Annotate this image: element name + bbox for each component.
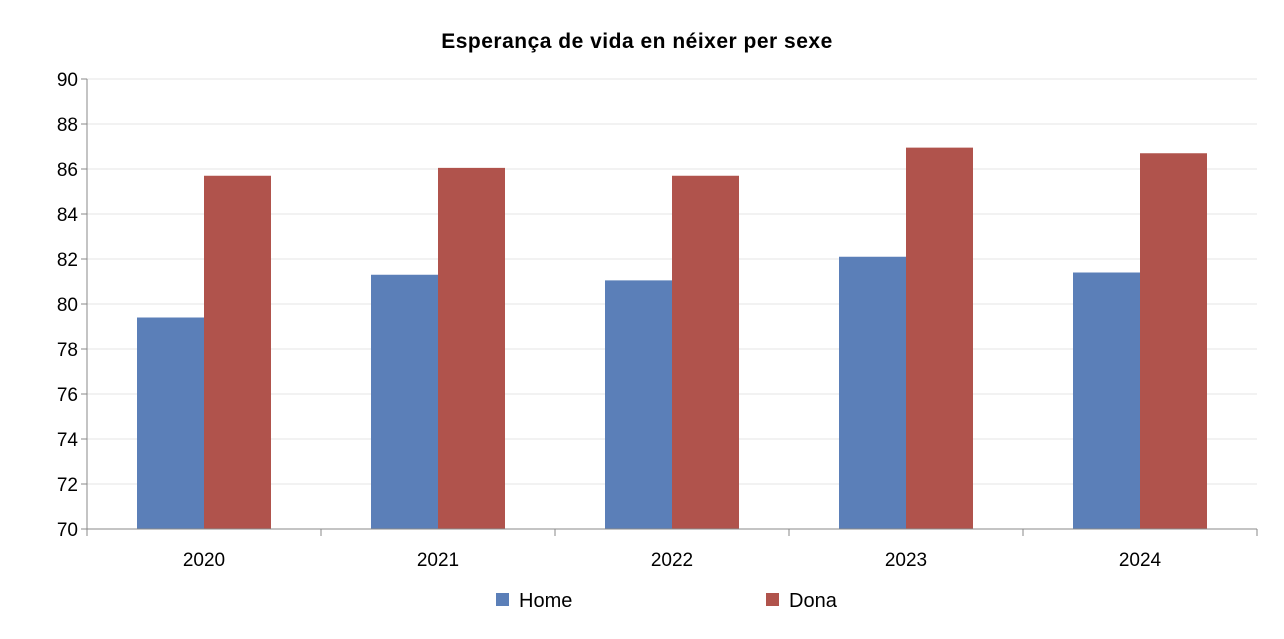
y-tick-label: 76: [57, 385, 78, 406]
y-tick-label: 90: [57, 70, 78, 91]
y-tick-label: 86: [57, 160, 78, 181]
y-tick-label: 74: [57, 430, 79, 451]
axes: 70 72 74 76 78 80 82 84 86 88 90 2020 2021 2022 2023 20…: [57, 70, 1258, 571]
x-tick-label: 2021: [417, 550, 459, 571]
legend-label-home: Home: [519, 590, 572, 612]
x-tick-label: 2022: [651, 550, 693, 571]
x-tick-label: 2020: [183, 550, 225, 571]
bar-home-2023: [839, 256, 906, 529]
bar-home-2022: [605, 280, 672, 529]
bar-dona-2020: [204, 175, 271, 529]
y-tick-label: 88: [57, 115, 78, 136]
y-tick-label: 82: [57, 250, 78, 271]
y-tick-label: 84: [57, 205, 79, 226]
bar-home-2020: [137, 317, 204, 529]
y-tick-label: 72: [57, 475, 78, 496]
y-tick-label: 80: [57, 295, 78, 316]
bar-dona-2022: [672, 175, 739, 529]
legend-swatch-home: [496, 593, 509, 606]
bar-home-2024: [1073, 272, 1140, 529]
bar-dona-2023: [906, 147, 973, 529]
legend-label-dona: Dona: [789, 590, 838, 612]
chart-title: Esperança de vida en néixer per sexe: [441, 30, 833, 53]
legend: Home Dona: [496, 590, 838, 612]
y-tick-label: 70: [57, 520, 78, 541]
bars: [137, 147, 1207, 529]
y-tick-label: 78: [57, 340, 78, 361]
bar-home-2021: [371, 274, 438, 529]
bar-dona-2024: [1140, 153, 1207, 529]
x-tick-label: 2023: [885, 550, 927, 571]
legend-swatch-dona: [766, 593, 779, 606]
x-tick-label: 2024: [1119, 550, 1162, 571]
bar-dona-2021: [438, 167, 505, 529]
